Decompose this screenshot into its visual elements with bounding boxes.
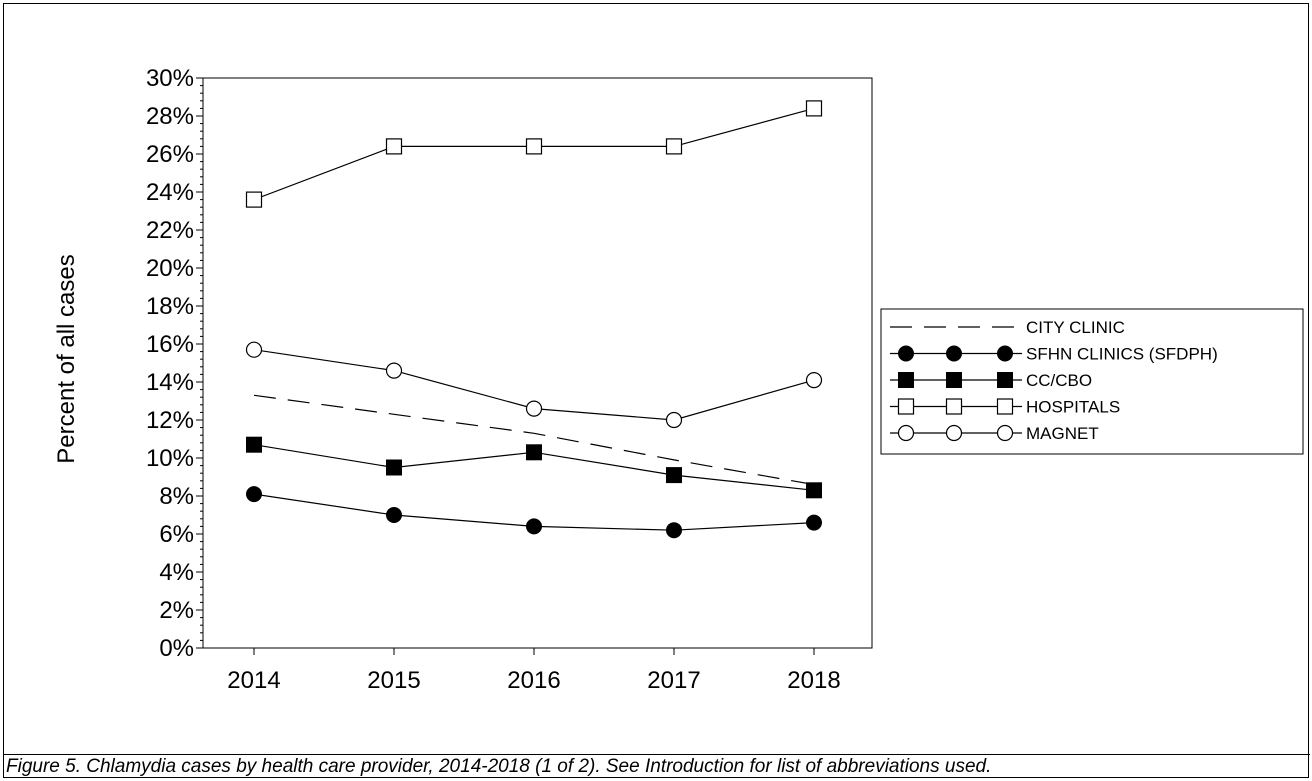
x-axis-ticks: 2014 2015 2016 2017 2018 — [227, 648, 841, 694]
legend: CITY CLINIC SFHN CLINICS (SFDPH) CC/CBO HOS… — [880, 308, 1304, 455]
y-tick-label: 22% — [146, 217, 194, 244]
y-tick-label: 30% — [146, 65, 194, 92]
y-tick-label: 28% — [146, 103, 194, 130]
legend-entry: HOSPITALS — [890, 398, 1120, 417]
data-point — [246, 486, 262, 503]
legend-marker — [898, 372, 914, 388]
legend-entry: CITY CLINIC — [890, 318, 1125, 337]
y-axis-label: Percent of all cases — [53, 254, 80, 463]
data-point — [386, 459, 402, 476]
data-point — [525, 138, 543, 155]
legend-label: CC/CBO — [1026, 371, 1092, 390]
y-tick-label: 8% — [159, 483, 194, 510]
legend-marker — [997, 372, 1013, 388]
legend-marker — [996, 398, 1014, 415]
data-point — [245, 191, 263, 208]
data-point — [386, 507, 402, 523]
legend-entry: MAGNET — [890, 424, 1099, 443]
data-point — [246, 436, 262, 453]
chart-axes — [202, 77, 873, 649]
chart-series — [245, 100, 823, 539]
legend-label: HOSPITALS — [1026, 398, 1120, 417]
y-tick-label: 10% — [146, 445, 194, 472]
legend-marker — [898, 345, 914, 362]
y-tick-label: 2% — [159, 597, 194, 624]
data-point — [666, 467, 682, 484]
data-point — [525, 400, 543, 417]
series-5 — [245, 341, 823, 429]
data-point — [385, 138, 403, 155]
plot-area-border — [202, 77, 873, 649]
y-tick-label: 20% — [146, 255, 194, 282]
y-tick-label: 14% — [146, 369, 194, 396]
legend-marker — [945, 398, 963, 415]
series-4 — [245, 100, 823, 208]
series-3 — [246, 436, 822, 499]
data-point — [665, 411, 683, 429]
data-point — [805, 372, 823, 389]
legend-marker — [945, 424, 963, 442]
y-tick-label: 12% — [146, 407, 194, 434]
legend-label: MAGNET — [1026, 424, 1099, 443]
figure-frame: 0% 2% 4% 6% 8% 10% 12% 14% 16% 18% 20% 22% 24% 26% 28%… — [3, 3, 1310, 779]
data-point — [385, 362, 403, 379]
data-point — [665, 138, 683, 155]
x-tick-label: 2014 — [227, 667, 280, 694]
y-tick-label: 0% — [159, 635, 194, 662]
x-tick-label: 2017 — [647, 667, 700, 694]
y-tick-label: 24% — [146, 179, 194, 206]
data-point — [806, 482, 822, 499]
legend-marker — [897, 424, 915, 442]
y-tick-label: 26% — [146, 141, 194, 168]
series-2 — [246, 486, 822, 539]
figure-caption: Figure 5. Chlamydia cases by health care… — [4, 754, 1310, 779]
series-1 — [253, 394, 815, 486]
data-point — [806, 514, 822, 531]
line-chart: 0% 2% 4% 6% 8% 10% 12% 14% 16% 18% 20% 22% 24% 26% 28%… — [53, 65, 1304, 694]
data-point — [805, 100, 823, 117]
legend-marker — [997, 345, 1013, 362]
data-point — [666, 522, 682, 539]
legend-marker — [946, 372, 962, 388]
legend-label: SFHN CLINICS (SFDPH) — [1026, 345, 1218, 364]
legend-entry: SFHN CLINICS (SFDPH) — [890, 345, 1218, 364]
y-tick-label: 16% — [146, 331, 194, 358]
data-point — [245, 341, 263, 358]
legend-marker — [897, 398, 915, 415]
y-tick-label: 4% — [159, 559, 194, 586]
y-tick-label: 18% — [146, 293, 194, 320]
legend-label: CITY CLINIC — [1026, 318, 1125, 337]
x-tick-label: 2018 — [787, 667, 840, 694]
legend-marker — [996, 424, 1014, 442]
y-tick-label: 6% — [159, 521, 194, 548]
legend-marker — [946, 345, 962, 362]
x-tick-label: 2016 — [507, 667, 560, 694]
series-line — [253, 394, 815, 486]
y-axis-ticks: 0% 2% 4% 6% 8% 10% 12% 14% 16% 18% 20% 22% 24% 26% 28%… — [146, 65, 203, 662]
legend-entry: CC/CBO — [890, 371, 1092, 390]
data-point — [526, 444, 542, 461]
x-tick-label: 2015 — [367, 667, 420, 694]
data-point — [526, 518, 542, 535]
